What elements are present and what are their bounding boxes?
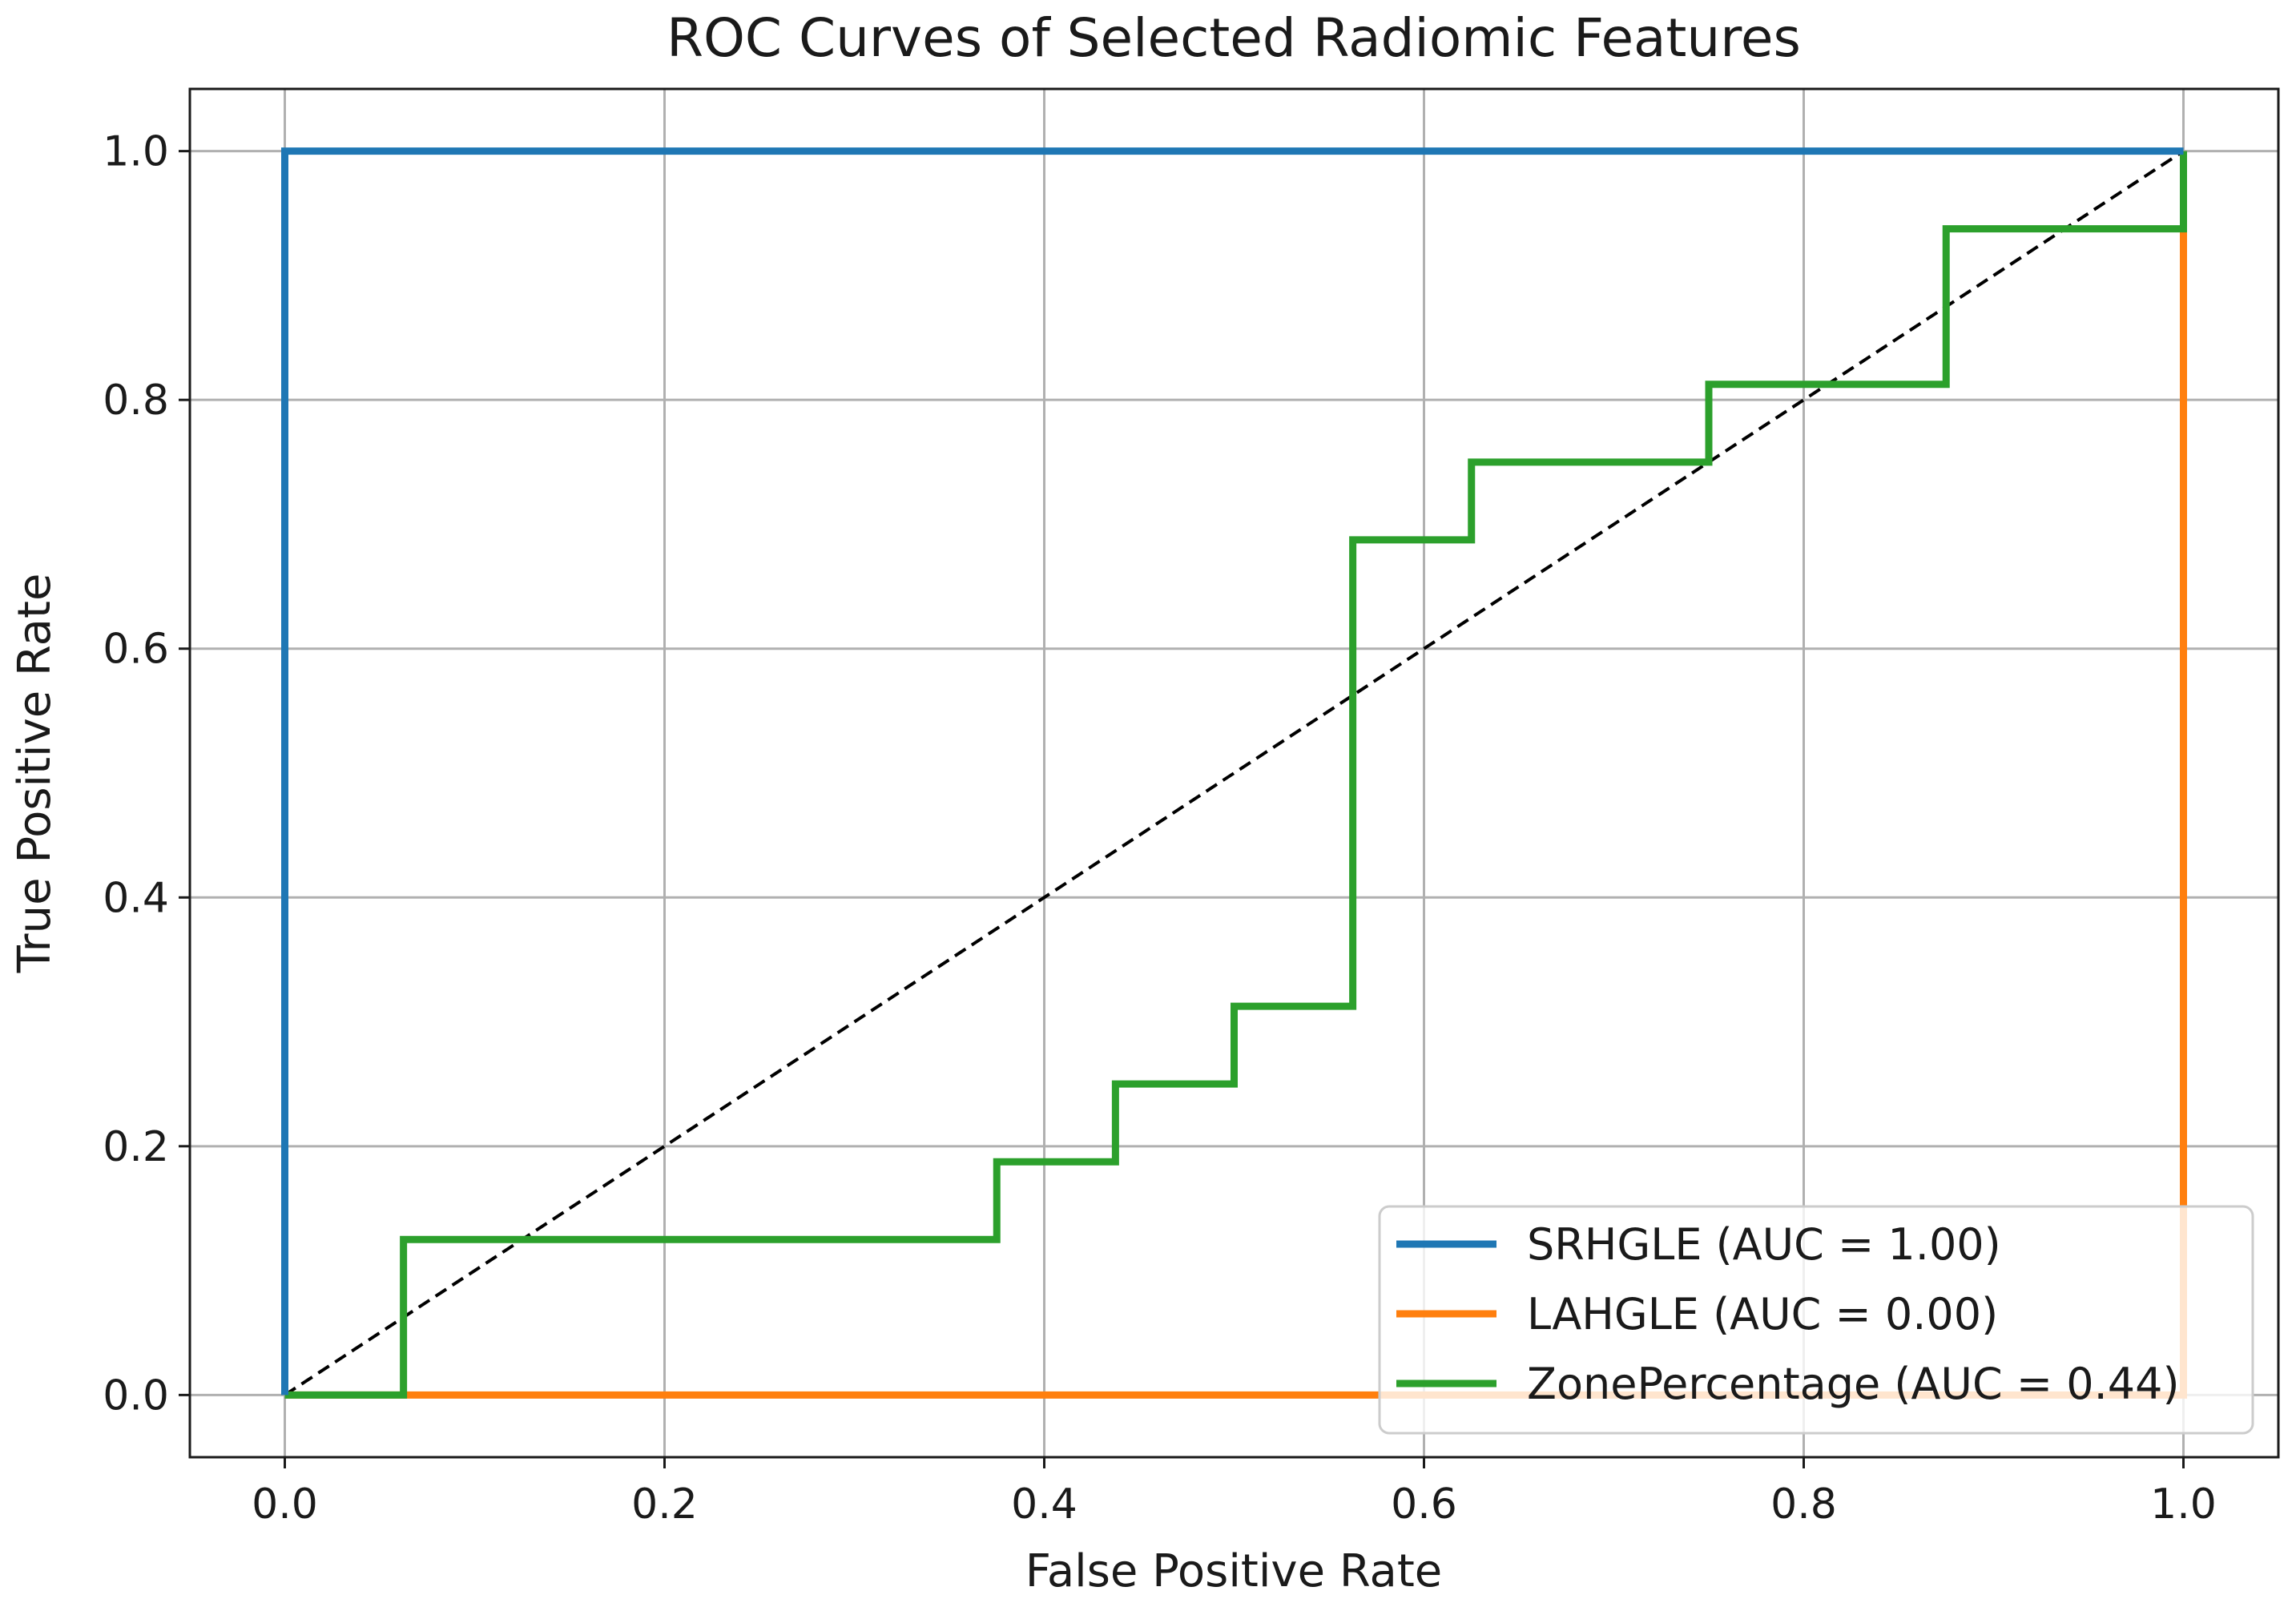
- legend-label-srhgle: SRHGLE (AUC = 1.00): [1527, 1219, 2001, 1270]
- legend-label-lahgle: LAHGLE (AUC = 0.00): [1527, 1289, 1998, 1339]
- y-tick-label: 0.8: [103, 377, 169, 425]
- x-tick-label: 0.4: [1011, 1480, 1078, 1528]
- x-tick-label: 1.0: [2150, 1480, 2217, 1528]
- x-axis-label: False Positive Rate: [1025, 1545, 1442, 1597]
- y-tick-label: 0.6: [103, 626, 169, 674]
- legend: SRHGLE (AUC = 1.00) LAHGLE (AUC = 0.00) Zo…: [1378, 1205, 2254, 1435]
- y-axis-label: True Positive Rate: [9, 574, 61, 974]
- y-tick-label: 1.0: [103, 128, 169, 176]
- y-tick-label: 0.0: [103, 1371, 169, 1420]
- y-tick-label: 0.4: [103, 874, 169, 922]
- chance-diagonal-line: [284, 149, 2185, 1397]
- reference-layer: [284, 149, 2185, 1397]
- legend-box: [1378, 1205, 2254, 1435]
- series-line-srhgle: [281, 147, 2184, 1396]
- ticks: 0.0 0.2 0.4 0.6 0.8 1.0 0.0 0.2 0.4 0.6 0.8 1.0: [103, 128, 2217, 1528]
- chart-title: ROC Curves of Selected Radiomic Features: [667, 7, 1801, 69]
- plot-frame: [188, 87, 2280, 1459]
- x-tick-label: 0.8: [1770, 1480, 1837, 1528]
- x-tick-label: 0.6: [1391, 1480, 1457, 1528]
- x-tick-label: 0.2: [631, 1480, 698, 1528]
- y-tick-label: 0.2: [103, 1123, 169, 1171]
- series-line-zonepercentage: [284, 151, 2187, 1399]
- legend-label-zonepercentage: ZonePercentage (AUC = 0.44): [1527, 1359, 2180, 1409]
- x-tick-label: 0.0: [252, 1480, 318, 1528]
